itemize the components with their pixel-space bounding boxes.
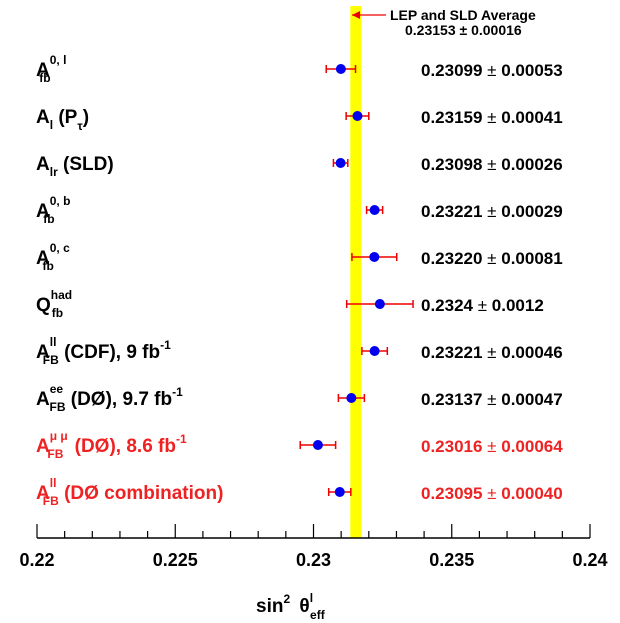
measurement-row: Al (Pτ) 0.23159 ± 0.00041 [36,107,563,133]
measurement-row: A0, l fb 0.23099 ± 0.00053 [36,53,563,85]
x-axis: 0.22 0.225 0.23 0.235 0.24 sin2 θl eff [19,524,608,622]
measurement-label: A0, b fb [36,194,70,226]
measurement-label: Qhad fb [36,288,72,320]
average-value: 0.23153 ± 0.00016 [405,22,522,38]
x-axis-title: sin2 θl eff [256,591,326,622]
data-point [369,252,380,262]
measurement-label: A0, l fb [36,53,66,85]
measurement-label: Al (Pτ) [36,107,89,133]
value-label: 0.23095 ± 0.00040 [421,484,563,503]
data-point [312,440,323,450]
measurement-row: Alr (SLD) 0.23098 ± 0.00026 [36,154,563,179]
x-tick-label: 0.24 [572,550,607,570]
measurement-label: Aee FB (DØ), 9.7 fb-1 [36,382,183,414]
annotation-arrow-head [352,11,360,19]
data-point [335,158,346,168]
value-label: 0.2324 ± 0.0012 [421,296,544,315]
value-label: 0.23221 ± 0.00029 [421,202,563,221]
measurement-row: Aee FB (DØ), 9.7 fb-1 0.23137 ± 0.00047 [36,382,563,414]
value-label: 0.23221 ± 0.00046 [421,343,563,362]
measurement-label: Aμ μ FB (DØ), 8.6 fb-1 [36,429,187,461]
x-tick-label: 0.225 [153,550,198,570]
data-point [369,205,380,215]
data-point [334,487,345,497]
value-label: 0.23137 ± 0.00047 [421,390,563,409]
data-point [369,346,380,356]
x-tick-label: 0.23 [296,550,331,570]
measurement-label: Alr (SLD) [36,154,114,179]
measurement-row: All FB (DØ combination) 0.23095 ± 0.00040 [36,476,563,508]
value-label: 0.23159 ± 0.00041 [421,108,563,127]
data-point [346,393,357,403]
average-label: LEP and SLD Average [390,7,536,23]
data-point [374,299,385,309]
measurement-row: A0, c fb 0.23220 ± 0.00081 [36,241,563,273]
average-band [350,6,362,538]
measurement-row: Aμ μ FB (DØ), 8.6 fb-1 0.23016 ± 0.00064 [36,429,563,461]
value-label: 0.23220 ± 0.00081 [421,249,563,268]
measurement-label: All FB (CDF), 9 fb-1 [36,335,171,367]
measurement-row: All FB (CDF), 9 fb-1 0.23221 ± 0.00046 [36,335,563,367]
measurement-rows: A0, l fb 0.23099 ± 0.00053 Al (Pτ) 0.23159 ±… [36,53,563,508]
value-label: 0.23016 ± 0.00064 [421,437,563,456]
average-band-layer [350,6,362,538]
x-tick-label: 0.22 [19,550,54,570]
measurement-row: A0, b fb 0.23221 ± 0.00029 [36,194,563,226]
value-label: 0.23098 ± 0.00026 [421,155,563,174]
value-label: 0.23099 ± 0.00053 [421,61,563,80]
data-point [352,111,363,121]
data-point [335,64,346,74]
x-tick-label: 0.235 [429,550,474,570]
measurement-label: A0, c fb [36,241,70,273]
measurement-label: All FB (DØ combination) [36,476,223,508]
measurement-row: Qhad fb 0.2324 ± 0.0012 [36,288,544,320]
